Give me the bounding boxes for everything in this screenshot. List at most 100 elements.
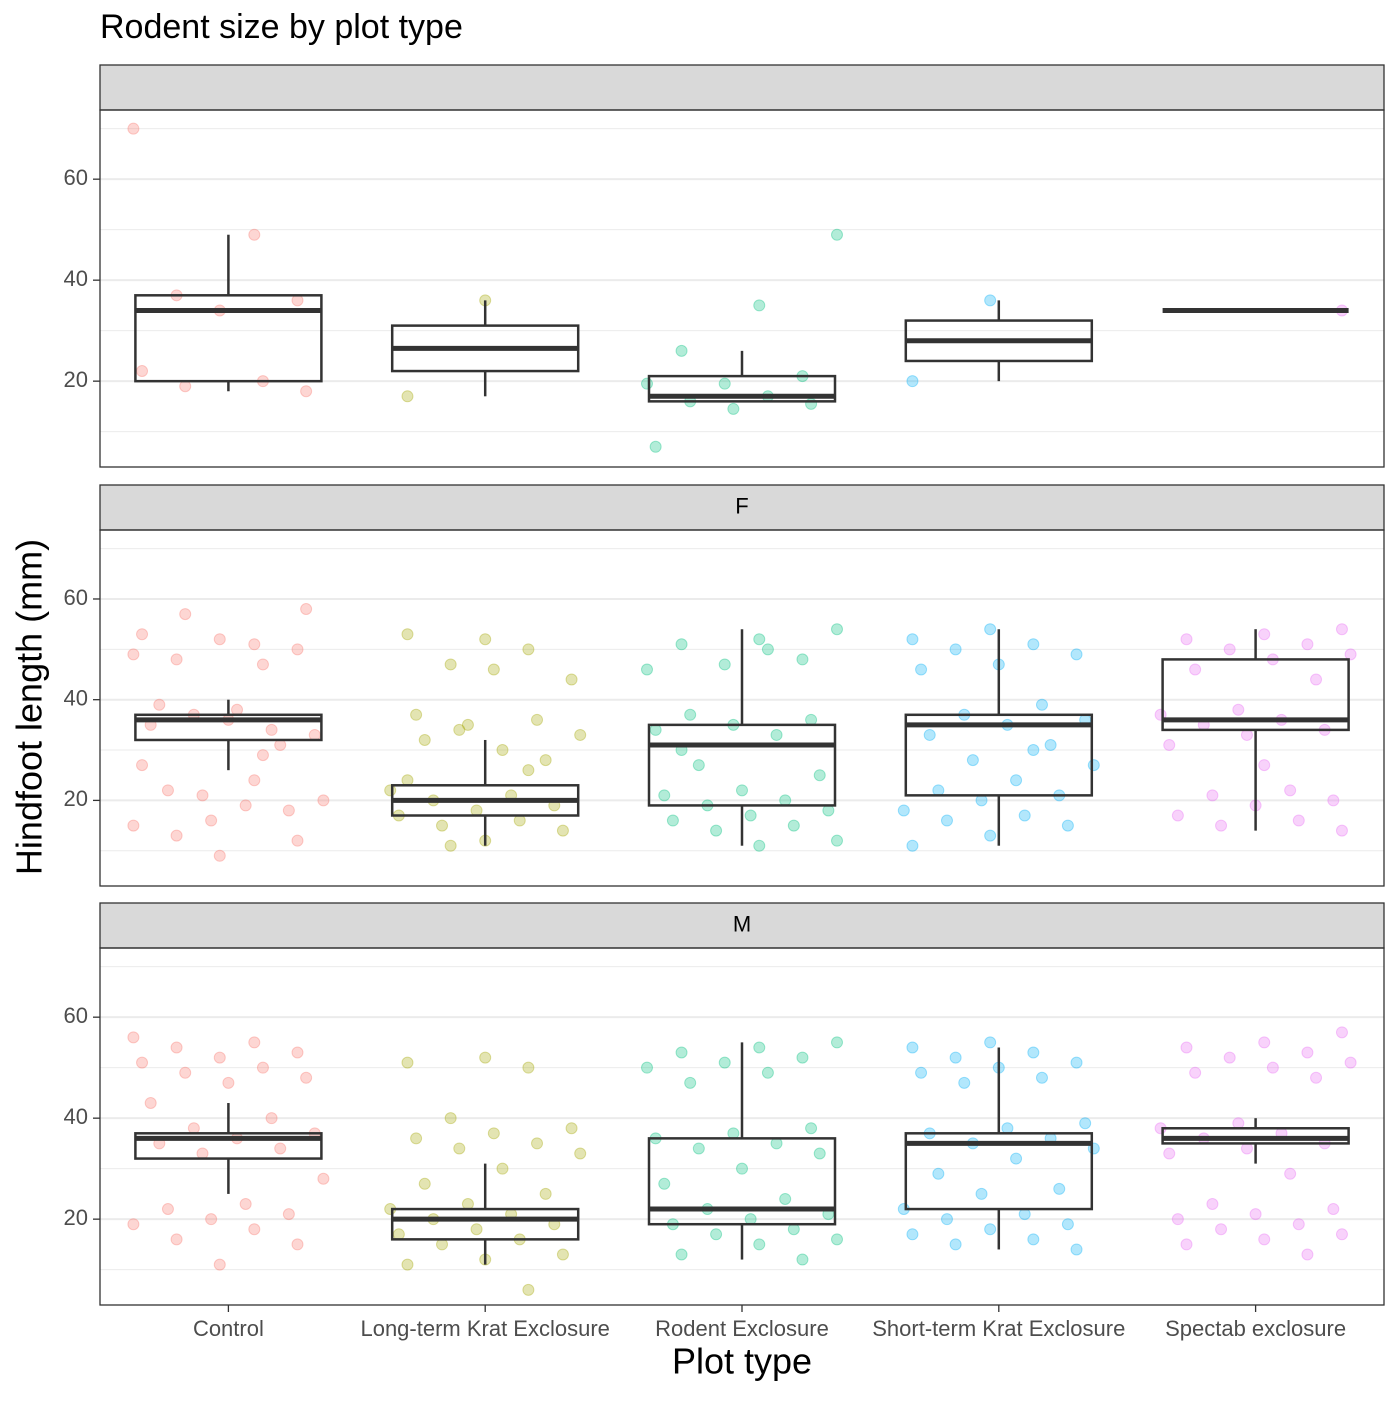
point xyxy=(317,794,330,807)
point xyxy=(641,663,653,676)
point xyxy=(239,799,252,812)
point xyxy=(915,663,928,676)
point xyxy=(1266,1061,1279,1074)
point xyxy=(461,718,474,731)
point xyxy=(213,1258,226,1271)
point xyxy=(718,658,731,671)
point xyxy=(539,1187,552,1200)
point xyxy=(684,708,697,721)
point xyxy=(805,397,818,410)
point xyxy=(940,1213,953,1226)
point xyxy=(831,834,843,847)
point xyxy=(1180,1041,1193,1054)
point xyxy=(453,1142,466,1155)
point xyxy=(1087,759,1100,772)
point xyxy=(256,1061,269,1074)
point xyxy=(1027,1046,1040,1059)
point xyxy=(1027,638,1040,651)
point xyxy=(487,1127,500,1140)
point xyxy=(127,1218,140,1231)
point xyxy=(282,1208,295,1221)
point xyxy=(248,1036,261,1049)
point xyxy=(1258,759,1271,772)
point xyxy=(418,1177,431,1190)
point xyxy=(496,1162,509,1175)
point xyxy=(213,1051,226,1064)
point xyxy=(1171,809,1184,822)
point xyxy=(1310,673,1323,686)
point xyxy=(300,1071,313,1084)
point xyxy=(666,814,679,827)
point xyxy=(1258,1036,1271,1049)
point xyxy=(127,648,140,661)
point xyxy=(539,754,552,767)
strip-label: F xyxy=(735,493,748,518)
point xyxy=(317,1172,330,1185)
point xyxy=(574,728,587,741)
point xyxy=(265,723,278,736)
point xyxy=(1335,824,1348,837)
box xyxy=(1161,658,1350,732)
point xyxy=(805,1122,818,1135)
point xyxy=(684,1076,697,1089)
point xyxy=(1061,819,1074,832)
point xyxy=(984,1036,997,1049)
point xyxy=(813,1147,826,1160)
point xyxy=(906,633,919,646)
y-tick-label: 20 xyxy=(64,367,88,392)
point xyxy=(1070,1056,1083,1069)
point xyxy=(984,1223,997,1236)
point xyxy=(1010,774,1023,787)
point xyxy=(401,1056,414,1069)
point xyxy=(1344,648,1357,661)
point xyxy=(1335,623,1348,636)
point xyxy=(1335,1228,1348,1241)
point xyxy=(1027,744,1040,757)
point xyxy=(444,839,457,852)
point xyxy=(787,819,800,832)
point xyxy=(1223,1051,1236,1064)
y-tick-label: 40 xyxy=(64,686,88,711)
point xyxy=(692,759,705,772)
point xyxy=(984,623,997,636)
point xyxy=(248,638,261,651)
point xyxy=(248,1223,261,1236)
point xyxy=(127,122,140,135)
point xyxy=(831,623,843,636)
point xyxy=(675,1248,688,1261)
point xyxy=(213,633,226,646)
point xyxy=(127,1031,140,1044)
point xyxy=(675,344,688,357)
point xyxy=(401,628,414,641)
box xyxy=(1161,1127,1350,1145)
point xyxy=(291,1046,304,1059)
point xyxy=(906,1228,919,1241)
point xyxy=(813,769,826,782)
point xyxy=(770,728,783,741)
point xyxy=(161,1203,174,1216)
chart-title: Rodent size by plot type xyxy=(100,8,463,46)
point xyxy=(1180,1238,1193,1251)
point xyxy=(958,1076,971,1089)
point xyxy=(831,228,843,241)
point xyxy=(291,834,304,847)
point xyxy=(710,1228,723,1241)
point xyxy=(1249,1208,1262,1221)
point xyxy=(1310,1071,1323,1084)
strip xyxy=(99,902,1385,949)
point xyxy=(179,1066,192,1079)
point xyxy=(556,1248,569,1261)
point xyxy=(736,1162,748,1175)
point xyxy=(966,754,979,767)
point xyxy=(213,849,226,862)
point xyxy=(906,375,919,388)
point xyxy=(205,814,218,827)
panel-border xyxy=(99,109,1385,468)
point xyxy=(940,814,953,827)
point xyxy=(1079,1117,1092,1130)
point xyxy=(753,839,766,852)
point xyxy=(136,1056,149,1069)
point xyxy=(574,1147,587,1160)
